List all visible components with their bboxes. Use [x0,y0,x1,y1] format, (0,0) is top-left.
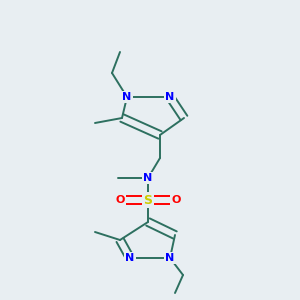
Text: N: N [165,253,175,263]
Text: O: O [171,195,181,205]
Text: S: S [143,194,152,206]
Text: O: O [115,195,125,205]
Text: N: N [125,253,135,263]
Text: N: N [143,173,153,183]
Text: N: N [165,92,175,102]
Text: N: N [122,92,132,102]
